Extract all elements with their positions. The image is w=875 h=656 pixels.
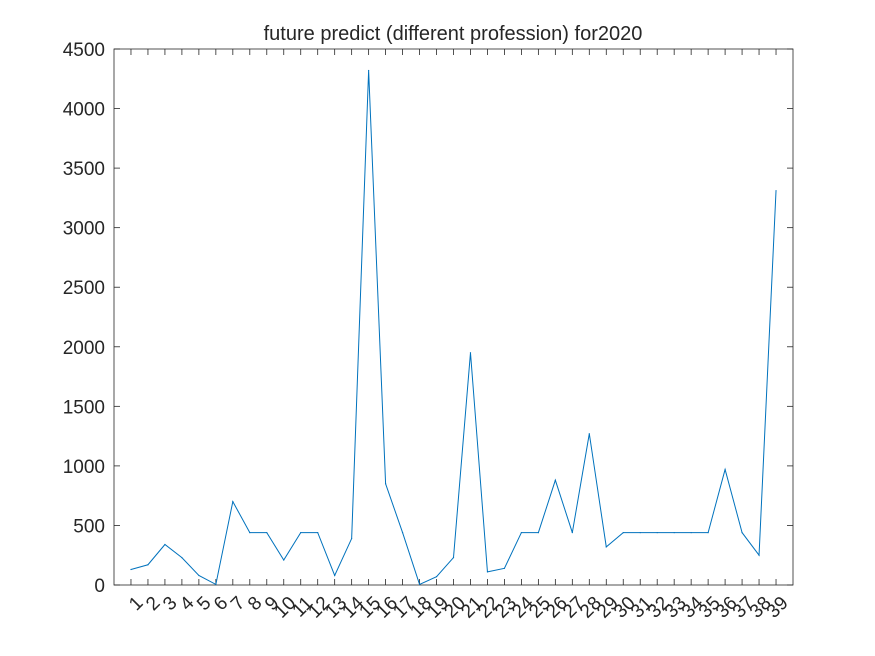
data-point — [181, 557, 183, 559]
data-point — [401, 531, 404, 534]
data-point — [707, 531, 709, 534]
y-tick-label: 3500 — [63, 159, 105, 180]
data-point — [775, 190, 777, 192]
data-point — [147, 564, 149, 566]
data-point — [469, 352, 472, 354]
x-tick-label: 39 — [763, 593, 793, 623]
data-point — [215, 583, 217, 586]
data-point — [300, 531, 302, 534]
y-tick-label: 1000 — [63, 457, 105, 478]
data-point — [130, 568, 132, 571]
data-point — [385, 483, 387, 485]
y-axis: 0 500 1000 1500 2000 2500 3000 3500 4000 4500 — [63, 40, 793, 597]
data-point — [232, 501, 234, 503]
y-tick-label: 2500 — [63, 278, 105, 299]
plot-area — [113, 48, 794, 586]
data-point — [249, 531, 251, 534]
x-tick-label: 5 — [193, 593, 215, 615]
data-point — [503, 567, 506, 569]
y-tick-label: 3000 — [63, 219, 105, 240]
data-point — [266, 531, 268, 534]
x-tick-label: 1 — [125, 593, 147, 615]
data-point — [486, 571, 489, 573]
data-point — [724, 468, 726, 471]
data-point — [741, 531, 743, 534]
y-tick-label: 0 — [94, 576, 105, 597]
data-point — [435, 576, 438, 578]
x-tick-label: 3 — [159, 593, 181, 615]
x-tick-label: 6 — [210, 593, 232, 615]
data-point — [673, 531, 675, 534]
data-point — [571, 531, 573, 534]
data-point — [164, 543, 166, 546]
data-point — [656, 531, 658, 534]
y-tick-label: 2000 — [63, 338, 105, 359]
data-point — [283, 559, 285, 561]
chart-title: future predict (different profession) fo… — [264, 23, 643, 45]
data-point — [334, 574, 336, 577]
data-point — [758, 554, 760, 556]
data-point — [554, 479, 556, 481]
data-point — [317, 531, 319, 534]
data-point — [588, 433, 590, 435]
data-point — [452, 557, 455, 559]
data-point — [520, 531, 523, 534]
data-point — [605, 546, 607, 548]
series-layer — [130, 69, 777, 586]
y-tick-label: 500 — [73, 516, 105, 537]
data-point — [368, 69, 370, 72]
y-tick-label: 4500 — [63, 40, 105, 61]
data-point — [418, 583, 421, 586]
data-point — [622, 531, 624, 534]
y-tick-label: 1500 — [63, 397, 105, 418]
x-tick-label: 8 — [244, 593, 266, 615]
data-point — [690, 531, 692, 534]
data-point — [351, 537, 353, 540]
x-tick-label: 7 — [227, 593, 249, 615]
data-point — [537, 531, 539, 534]
x-tick-label: 2 — [142, 593, 164, 615]
data-point — [198, 574, 200, 577]
y-tick-label: 4000 — [63, 100, 105, 121]
data-point — [639, 531, 641, 534]
